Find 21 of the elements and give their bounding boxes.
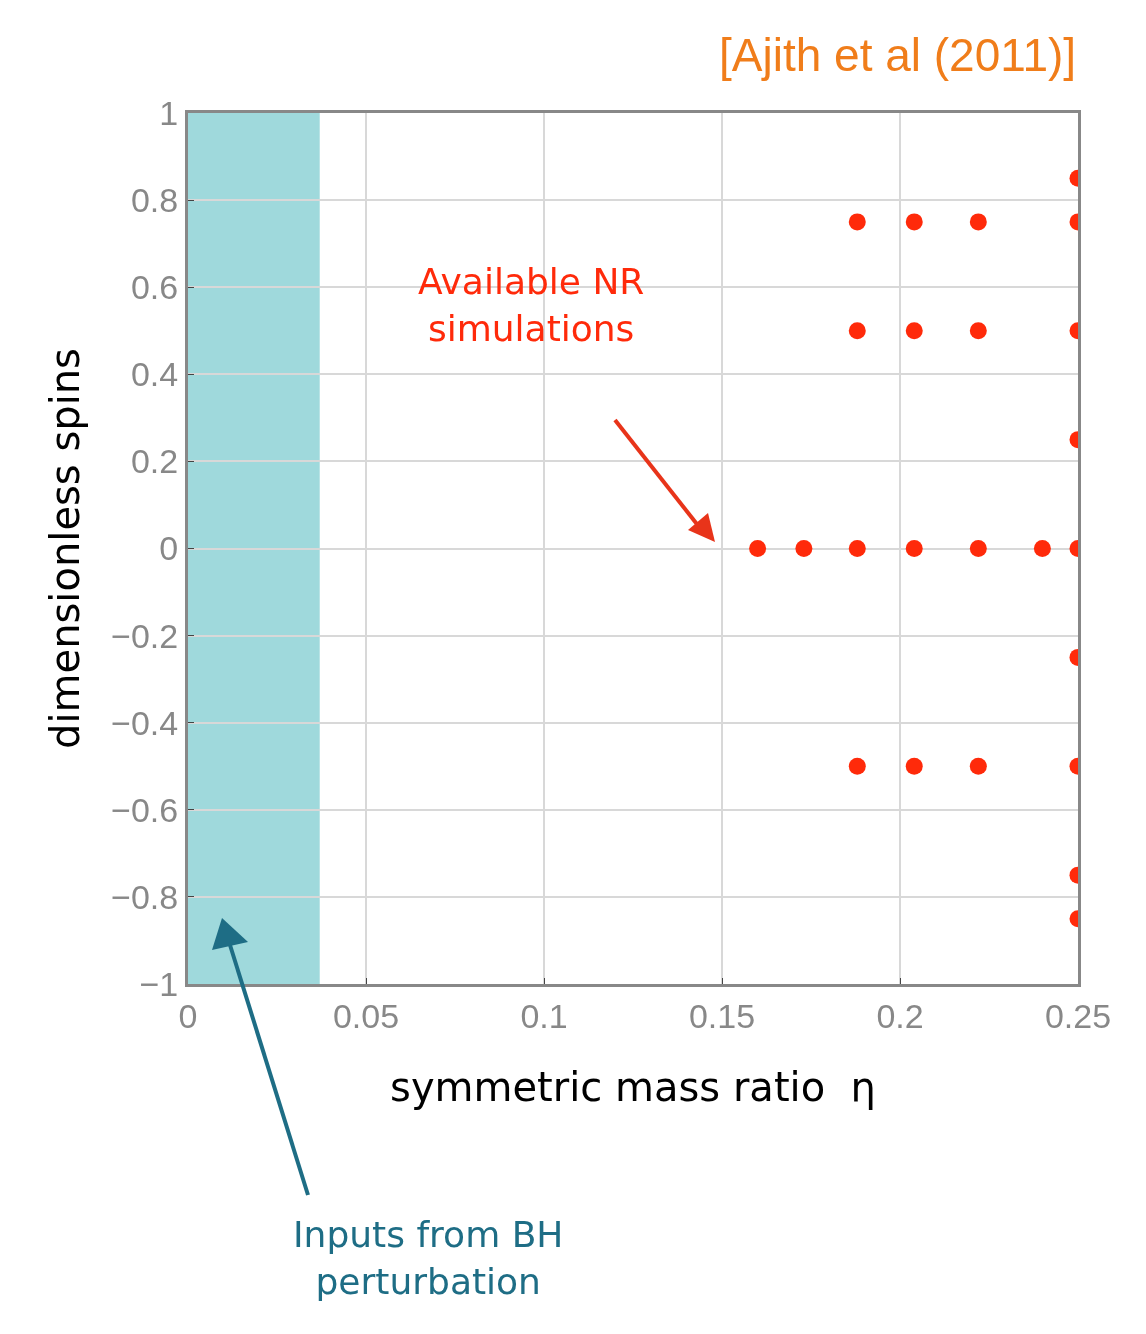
band-label: Inputs from BH perturbation xyxy=(293,1214,564,1302)
y-tick-label: −1 xyxy=(139,964,179,1003)
y-tick-label: −0.4 xyxy=(111,703,179,742)
text: [Ajith et al (2011)] xyxy=(719,29,1077,81)
x-axis-title: symmetric mass ratio η xyxy=(390,1064,876,1111)
x-tick-label: 0.1 xyxy=(520,996,568,1035)
y-tick-label: −0.8 xyxy=(111,877,179,916)
y-tick-label: 0.4 xyxy=(130,355,179,394)
x-tick-label: 0.15 xyxy=(688,996,756,1035)
y-tick-label: 0.2 xyxy=(130,442,179,481)
y-tick-label: 0.6 xyxy=(130,268,179,307)
y-tick-label: 0 xyxy=(159,529,179,568)
y-axis-title: dimensionless spins xyxy=(41,348,88,749)
annotation: Available NR simulations xyxy=(418,261,645,349)
y-tick-label: −0.2 xyxy=(111,616,179,655)
x-tick-label: 0.05 xyxy=(332,996,400,1035)
y-tick-label: −0.6 xyxy=(111,790,179,829)
y-tick-label: 1 xyxy=(159,93,179,132)
x-tick-label: 0.2 xyxy=(876,996,924,1035)
y-tick-label: 0.8 xyxy=(130,181,179,219)
x-tick-label: 0.25 xyxy=(1044,996,1112,1035)
